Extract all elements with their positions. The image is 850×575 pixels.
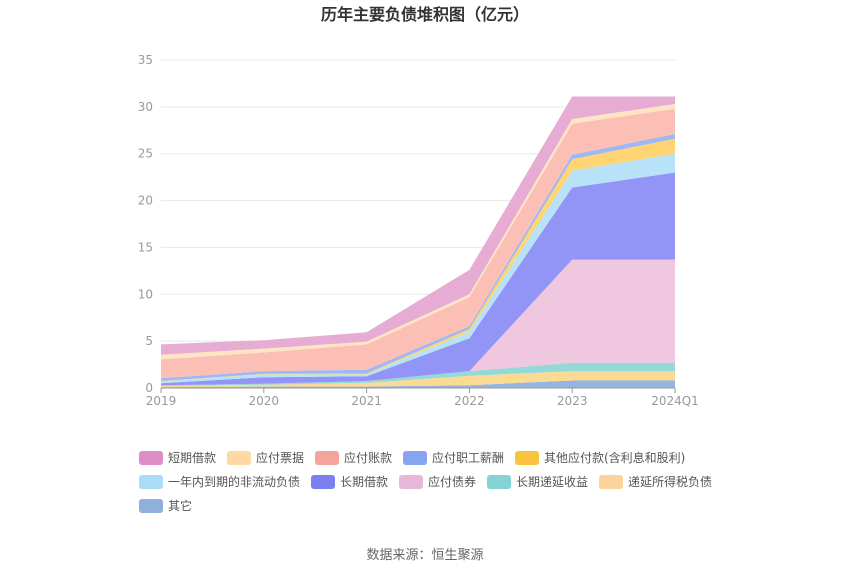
legend: 短期借款 应付票据 应付账款 应付职工薪酬 其他应付款(含利息和股利) 一年内到期的非流动…: [139, 450, 712, 513]
legend-label: 应付账款: [344, 450, 392, 465]
legend-swatch: [311, 475, 335, 489]
legend-item[interactable]: 应付票据: [227, 450, 304, 465]
legend-swatch: [487, 475, 511, 489]
legend-item[interactable]: 应付债券: [399, 474, 476, 489]
y-tick-label: 15: [138, 240, 153, 254]
legend-label: 应付债券: [428, 474, 476, 489]
y-tick-label: 20: [138, 194, 153, 208]
legend-item[interactable]: 应付账款: [315, 450, 392, 465]
area-series-3: [161, 259, 675, 386]
legend-label: 递延所得税负债: [628, 474, 712, 489]
area-series-4: [161, 172, 675, 386]
legend-item[interactable]: 其他应付款(含利息和股利): [515, 450, 685, 465]
area-series-1: [161, 371, 675, 388]
legend-label: 长期递延收益: [516, 475, 588, 489]
x-tick-label: 2019: [146, 394, 177, 408]
grid-lines: [161, 59, 675, 342]
y-tick-label: 30: [138, 100, 153, 114]
legend-item[interactable]: 长期递延收益: [487, 475, 588, 489]
legend-item[interactable]: 长期借款: [311, 475, 388, 489]
x-tick-label: 2020: [249, 394, 280, 408]
x-tick-label: 2024Q1: [651, 394, 699, 408]
area-series-5: [161, 153, 675, 384]
area-series-2: [161, 362, 675, 387]
legend-swatch: [139, 475, 163, 489]
y-tick-label: 25: [138, 147, 153, 161]
data-source: 数据来源：恒生聚源: [366, 548, 483, 563]
x-tick-label: 2022: [454, 394, 485, 408]
legend-swatch: [139, 499, 163, 513]
legend-swatch: [139, 451, 163, 465]
x-tick-label: 2021: [351, 394, 382, 408]
legend-item[interactable]: 一年内到期的非流动负债: [139, 474, 300, 489]
legend-swatch: [399, 475, 423, 489]
axes: 0 5 10 15 20 25 30 35 2019 2020 2021 2022 2023 2024Q1: [138, 53, 699, 408]
chart-title: 历年主要负债堆积图（亿元）: [321, 5, 529, 24]
legend-item[interactable]: 递延所得税负债: [599, 474, 712, 489]
legend-swatch: [599, 475, 623, 489]
legend-label: 其它: [168, 498, 192, 513]
area-series-10: [161, 96, 675, 355]
legend-label: 应付职工薪酬: [432, 450, 504, 465]
legend-label: 其他应付款(含利息和股利): [544, 450, 685, 465]
area-series-0: [161, 380, 675, 388]
legend-swatch: [515, 451, 539, 465]
area-series-8: [161, 108, 675, 379]
legend-label: 应付票据: [256, 450, 304, 465]
legend-item[interactable]: 应付职工薪酬: [403, 450, 504, 465]
legend-swatch: [315, 451, 339, 465]
x-tick-label: 2023: [557, 394, 588, 408]
legend-swatch: [227, 451, 251, 465]
y-tick-label: 0: [145, 381, 153, 395]
legend-label: 一年内到期的非流动负债: [168, 474, 300, 489]
area-series: [161, 96, 675, 388]
legend-label: 长期借款: [340, 475, 388, 489]
y-tick-label: 10: [138, 287, 153, 301]
legend-swatch: [403, 451, 427, 465]
y-tick-label: 35: [138, 53, 153, 67]
legend-label: 短期借款: [168, 451, 216, 465]
y-tick-label: 5: [145, 334, 153, 348]
legend-item[interactable]: 短期借款: [139, 451, 216, 465]
legend-item[interactable]: 其它: [139, 498, 192, 513]
